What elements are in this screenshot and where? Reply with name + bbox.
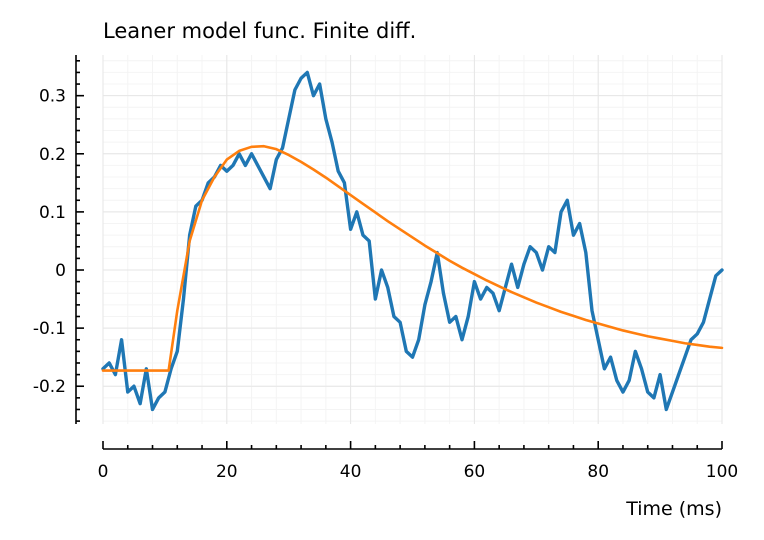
x-tick-label: 100 [706, 462, 738, 482]
y-tick-label: 0.1 [39, 203, 66, 223]
axes: -0.2 -0.1 0 0.1 0.2 0.3 0 20 40 60 80 100 [33, 55, 738, 482]
series-line-1 [101, 70, 724, 412]
x-tick-label: 20 [216, 462, 238, 482]
y-tick-label: 0.3 [39, 87, 66, 107]
series-layer [101, 70, 724, 412]
x-tick-label: 80 [587, 462, 609, 482]
grid [102, 55, 723, 424]
series-line-2 [101, 144, 724, 372]
x-tick-label: 60 [464, 462, 486, 482]
y-tick-label: -0.1 [33, 319, 66, 339]
y-tick-label: -0.2 [33, 377, 66, 397]
x-tick-label: 40 [340, 462, 362, 482]
y-tick-label: 0.2 [39, 145, 66, 165]
chart-title: Leaner model func. Finite diff. [103, 19, 416, 43]
x-tick-label: 0 [98, 462, 109, 482]
x-axis-label: Time (ms) [625, 498, 722, 520]
y-tick-label: 0 [55, 261, 66, 281]
